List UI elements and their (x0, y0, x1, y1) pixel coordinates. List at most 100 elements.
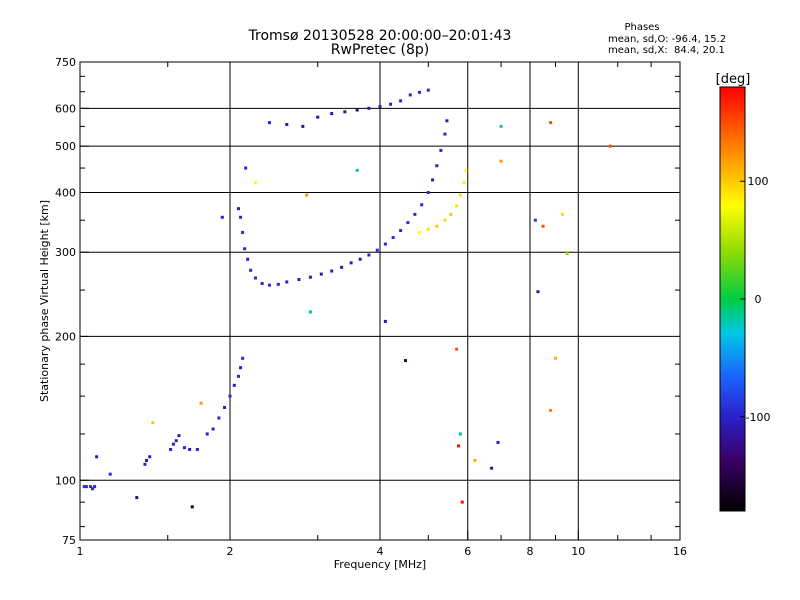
data-point (533, 218, 537, 222)
data-point (89, 485, 93, 489)
data-point (93, 485, 97, 489)
data-point (499, 124, 503, 128)
data-point (228, 394, 232, 398)
data-point (330, 112, 334, 116)
data-point (276, 282, 280, 286)
data-point (220, 215, 224, 219)
data-point (169, 447, 173, 451)
data-point (413, 212, 417, 216)
data-point (561, 212, 565, 216)
data-point (417, 230, 421, 234)
data-point (174, 439, 178, 443)
data-point (205, 432, 209, 436)
x-tick-label: 16 (673, 545, 687, 558)
data-point (462, 180, 466, 184)
data-point (182, 446, 186, 450)
stats-x-mode: mean, sd,X: 84.4, 20.1 (608, 45, 725, 56)
y-tick-label: 300 (55, 246, 76, 259)
data-point (243, 247, 247, 251)
data-point (553, 356, 557, 360)
data-point (536, 290, 540, 294)
colorbar-tick-label: 0 (755, 293, 762, 306)
data-point (383, 319, 387, 323)
data-point (330, 269, 334, 273)
data-point (301, 124, 305, 128)
data-point (285, 123, 289, 127)
data-point (496, 440, 500, 444)
data-point (308, 275, 312, 279)
data-point (455, 347, 459, 351)
stats-o-mode: mean, sd,O: -96.4, 15.2 (608, 34, 726, 45)
y-tick-label: 600 (55, 102, 76, 115)
axis-ticks: 1 2 4 6 8 10 16 75 100 200 300 400 500 600 750 (55, 56, 687, 558)
data-point (95, 455, 99, 459)
data-point (406, 221, 410, 225)
data-point (464, 168, 468, 172)
data-point (443, 218, 447, 222)
data-point (340, 265, 344, 269)
data-point (445, 119, 449, 123)
colorbar-tick-label: -100 (746, 411, 771, 424)
data-point (241, 356, 245, 360)
data-point (358, 257, 362, 261)
data-point (608, 144, 612, 148)
x-tick-label: 6 (464, 545, 471, 558)
data-point (145, 458, 149, 462)
data-point (490, 466, 494, 470)
data-point (246, 257, 250, 261)
data-point (135, 496, 139, 500)
x-tick-label: 10 (571, 545, 585, 558)
data-point (148, 455, 152, 459)
data-point (108, 472, 112, 476)
data-point (188, 447, 192, 451)
data-point (399, 99, 403, 103)
data-point (241, 230, 245, 234)
data-point (199, 401, 203, 405)
data-point (253, 276, 257, 280)
data-point (143, 462, 147, 466)
data-point (236, 374, 240, 378)
data-point (408, 93, 412, 97)
data-point (239, 215, 243, 219)
data-point (349, 261, 353, 265)
data-point (223, 405, 227, 409)
grid-lines (80, 62, 680, 540)
data-points (82, 88, 612, 509)
colorbar-tick-label: 100 (748, 175, 769, 188)
data-point (305, 193, 309, 197)
data-point (319, 272, 323, 276)
data-point (455, 204, 459, 208)
x-tick-label: 1 (77, 545, 84, 558)
stats-heading: Phases (624, 22, 659, 33)
y-tick-label: 75 (62, 534, 76, 547)
data-point (449, 212, 453, 216)
data-point (195, 447, 199, 451)
data-point (541, 224, 545, 228)
data-point (249, 268, 253, 272)
data-point (458, 432, 462, 436)
data-point (565, 252, 569, 256)
data-point (439, 148, 443, 152)
x-tick-label: 8 (527, 545, 534, 558)
chart-subtitle: RwPretec (8p) (331, 42, 429, 58)
data-point (355, 108, 359, 112)
data-point (190, 505, 194, 509)
data-point (389, 102, 393, 106)
colorbar-label: [deg] (716, 72, 751, 87)
data-point (420, 203, 424, 207)
data-point (267, 283, 271, 287)
data-point (343, 110, 347, 114)
data-point (244, 166, 248, 170)
data-point (253, 180, 257, 184)
y-axis-label: Stationary phase Virtual Height [km] (38, 200, 51, 402)
data-point (378, 105, 382, 109)
data-point (426, 227, 430, 231)
data-point (458, 193, 462, 197)
data-point (151, 421, 155, 425)
data-point (399, 229, 403, 233)
y-tick-label: 500 (55, 140, 76, 153)
data-point (403, 359, 407, 363)
data-point (285, 280, 289, 284)
data-point (431, 178, 435, 182)
data-point (443, 132, 447, 136)
